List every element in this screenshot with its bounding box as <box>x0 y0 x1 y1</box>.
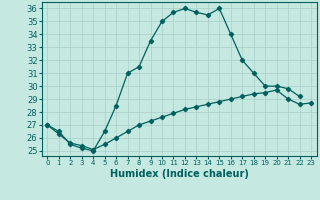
X-axis label: Humidex (Indice chaleur): Humidex (Indice chaleur) <box>110 169 249 179</box>
